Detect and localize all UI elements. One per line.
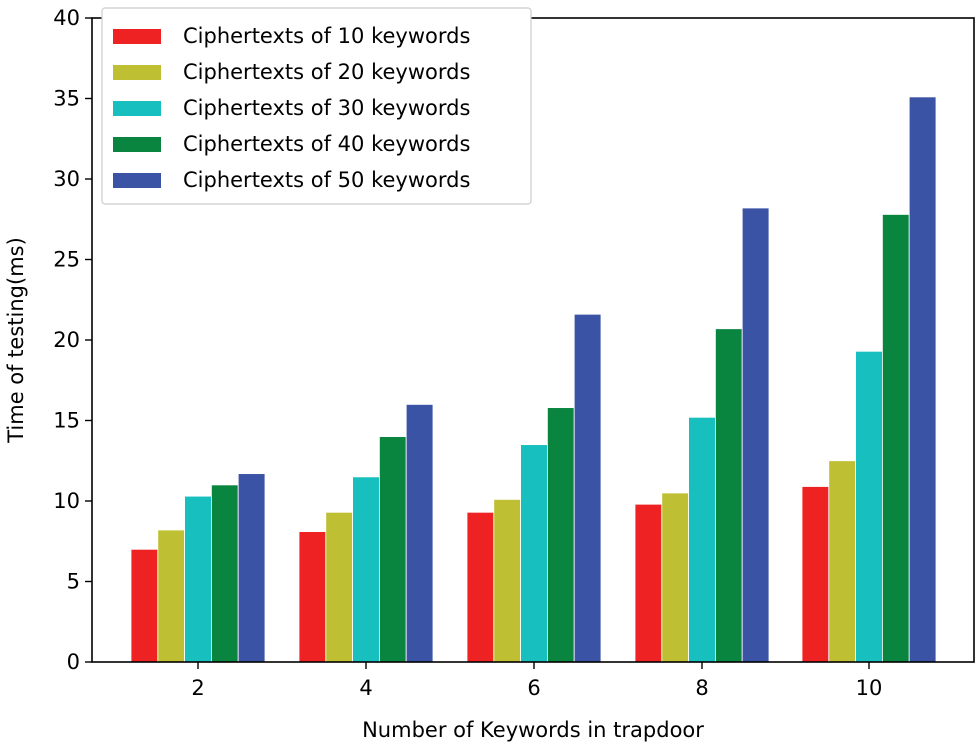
bar-series-5-category-10 (908, 96, 937, 663)
bar-series-5-category-2 (237, 473, 266, 663)
bar-series-5-category-6 (573, 313, 602, 663)
y-tick-label: 5 (67, 570, 80, 594)
legend-swatch-4 (113, 137, 161, 152)
bar-series-4-category-6 (547, 407, 575, 663)
bar-series-3-category-8 (688, 416, 716, 663)
y-tick-label: 25 (53, 248, 80, 272)
bars-layer (130, 96, 937, 663)
x-tick-label: 2 (191, 676, 204, 700)
x-axis-label: Number of Keywords in trapdoor (362, 718, 704, 742)
bar-series-4-category-4 (378, 436, 407, 663)
plot-frame (91, 17, 975, 663)
bar-series-2-category-6 (493, 498, 521, 663)
bar-series-2-category-4 (325, 511, 353, 663)
y-axis-ticks: 0 5 10 15 20 25 30 35 40 (53, 6, 92, 674)
legend-swatch-5 (113, 173, 161, 188)
y-tick-label: 10 (53, 489, 80, 513)
x-axis-ticks: 2 4 6 8 10 (191, 662, 882, 700)
bar-series-2-category-10 (828, 460, 856, 663)
x-tick-label: 6 (527, 676, 540, 700)
x-tick-label: 4 (359, 676, 372, 700)
legend-label-2: Ciphertexts of 20 keywords (183, 60, 470, 84)
bar-series-1-category-2 (130, 548, 159, 663)
legend-swatch-3 (113, 101, 161, 116)
legend-box (101, 7, 532, 205)
x-tick-label: 10 (856, 676, 883, 700)
y-tick-label: 0 (67, 650, 80, 674)
legend: Ciphertexts of 10 keywords Ciphertexts of… (101, 7, 532, 205)
legend-label-4: Ciphertexts of 40 keywords (183, 132, 470, 156)
bar-series-1-category-4 (298, 531, 327, 663)
legend-swatch-1 (113, 29, 161, 44)
y-tick-label: 20 (53, 328, 80, 352)
bar-series-1-category-10 (801, 486, 830, 663)
bar-series-1-category-8 (634, 503, 663, 663)
legend-swatch-2 (113, 65, 161, 80)
bar-series-4-category-2 (210, 484, 239, 663)
y-axis-label: Time of testing(ms) (4, 237, 28, 444)
bar-series-4-category-8 (715, 328, 743, 663)
x-tick-label: 8 (695, 676, 708, 700)
bar-series-5-category-8 (741, 207, 770, 663)
y-tick-label: 30 (53, 167, 80, 191)
y-tick-label: 35 (53, 87, 80, 111)
bar-series-4-category-10 (882, 214, 910, 663)
bar-series-3-category-10 (855, 350, 883, 663)
bar-series-3-category-2 (184, 495, 212, 663)
bar-series-5-category-4 (405, 403, 434, 663)
bar-series-3-category-6 (520, 444, 548, 663)
bar-series-2-category-2 (157, 529, 186, 663)
legend-label-1: Ciphertexts of 10 keywords (183, 24, 470, 48)
legend-label-5: Ciphertexts of 50 keywords (183, 168, 470, 192)
legend-label-3: Ciphertexts of 30 keywords (183, 96, 470, 120)
y-tick-label: 40 (53, 6, 80, 30)
bar-series-1-category-6 (466, 511, 495, 663)
y-tick-label: 15 (53, 409, 80, 433)
bar-series-2-category-8 (661, 492, 689, 663)
bar-series-3-category-4 (352, 476, 380, 663)
